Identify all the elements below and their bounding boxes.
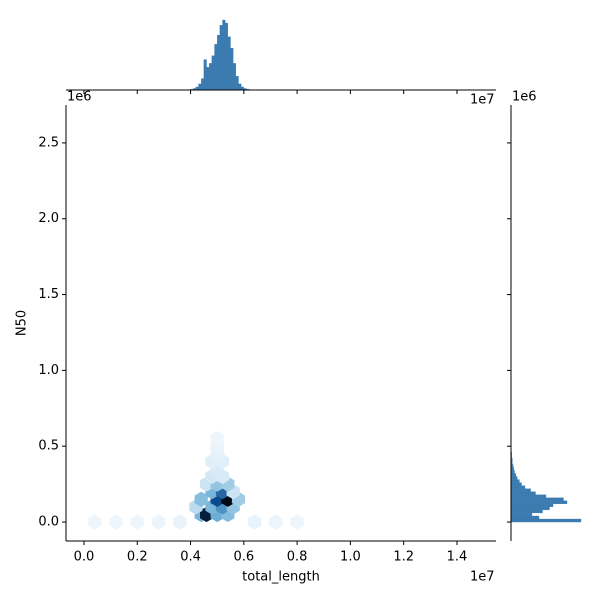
top-hist-bar	[217, 35, 221, 91]
right-hist-bar	[510, 482, 522, 486]
y-tick-label: 2.5	[38, 135, 59, 150]
top-hist-bar	[238, 83, 242, 91]
top-hist-bar	[198, 83, 202, 91]
right-hist-bar	[510, 497, 564, 501]
x-tick-label: 0.6	[233, 550, 254, 565]
top-hist-bar	[230, 48, 234, 91]
right-hist-bar	[510, 491, 536, 495]
hex-cell	[152, 514, 166, 530]
y-offset-right: 1e6	[512, 90, 537, 105]
hex-cell	[210, 431, 224, 447]
y-tick-label: 0.0	[38, 515, 59, 530]
right-hist-bar	[510, 515, 540, 520]
right-hist-bar	[510, 512, 533, 517]
y-tick-label: 0.5	[38, 439, 59, 454]
top-hist-bar	[203, 59, 207, 91]
x-tick-label: 1.4	[447, 550, 468, 565]
top-hist-bar	[227, 36, 231, 91]
hex-cell	[173, 514, 187, 530]
x-tick-label: 1.0	[340, 550, 361, 565]
x-offset-top: 1e7	[470, 93, 495, 108]
top-hist-bar	[235, 76, 239, 91]
right-hist-bar	[510, 485, 526, 489]
x-tick-label: 1.2	[393, 550, 414, 565]
top-hist-bar	[209, 63, 213, 91]
hex-cell	[247, 514, 262, 530]
top-hist-bar	[211, 55, 215, 91]
top-hist-bar	[233, 63, 236, 91]
x-tick-label: 0.0	[74, 550, 95, 565]
x-label: total_length	[242, 570, 320, 585]
x-tick-label: 0.2	[127, 550, 148, 565]
x-tick-label: 0.4	[180, 550, 201, 565]
right-hist-bar	[510, 479, 520, 483]
right-hist-bar	[510, 470, 515, 474]
right-hist-bar	[510, 518, 582, 523]
top-hist-bar	[225, 22, 228, 91]
y-tick-label: 1.5	[38, 287, 59, 302]
hex-cell	[130, 514, 144, 530]
hex-cell	[194, 491, 208, 507]
top-hist-bar	[219, 25, 223, 91]
y-tick-label: 2.0	[38, 211, 59, 226]
right-hist-bar	[510, 509, 543, 514]
right-hist-bar	[510, 488, 531, 492]
top-hist-bar	[206, 67, 210, 91]
right-hist-bar	[510, 503, 554, 508]
right-hist-bar	[510, 494, 547, 498]
right-hist-bar	[510, 473, 517, 477]
top-hist-bar	[222, 19, 226, 91]
y-label: N50	[15, 310, 30, 336]
right-hist-bar	[510, 506, 550, 511]
top-hist-bar	[201, 78, 205, 91]
y-offset: 1e6	[67, 90, 92, 105]
hex-cell	[88, 514, 102, 530]
right-hist-bar	[510, 500, 568, 504]
hex-cell	[290, 514, 304, 530]
hex-cell	[109, 514, 123, 530]
x-offset: 1e7	[470, 570, 495, 585]
right-hist-bar	[510, 476, 518, 480]
hex-cell	[269, 514, 283, 530]
y-tick-label: 1.0	[38, 363, 59, 378]
x-tick-label: 0.8	[287, 550, 308, 565]
top-hist-bar	[214, 44, 218, 91]
